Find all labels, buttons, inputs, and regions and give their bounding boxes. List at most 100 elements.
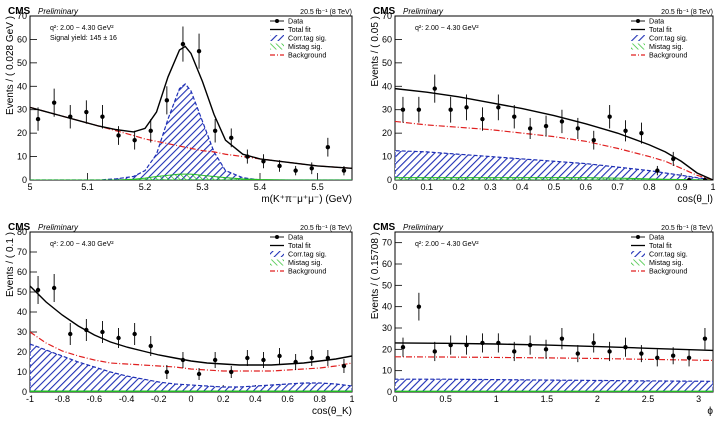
- x-tick-label: 2.5: [642, 394, 655, 404]
- legend-label: Background: [649, 51, 687, 60]
- legend-label: Data: [649, 233, 664, 242]
- signal-yield-label: Signal yield: 145 ± 16: [50, 35, 117, 42]
- y-tick-label: 30: [17, 105, 27, 115]
- y-tick-label: 0: [387, 175, 392, 185]
- data-point: [496, 105, 501, 110]
- data-point: [148, 343, 153, 349]
- x-tick-label: 1: [710, 182, 715, 192]
- legend-label: Mistag sig.: [649, 42, 683, 51]
- data-point: [84, 327, 89, 333]
- x-tick-label: 0.3: [484, 182, 497, 192]
- data-point: [293, 359, 298, 365]
- data-point: [212, 128, 218, 133]
- legend-mistag-swatch: [631, 259, 645, 266]
- x-tick-label: 0.2: [217, 394, 230, 404]
- data-point: [655, 355, 660, 361]
- y-tick-label: 10: [17, 367, 27, 377]
- corr-tag-signal-area: [395, 150, 713, 180]
- x-tick-label: 5.3: [196, 182, 209, 192]
- y-tick-label: 60: [17, 34, 27, 44]
- data-point: [164, 98, 170, 103]
- data-point: [51, 100, 57, 105]
- y-axis-label: Events / ( 0.05 ): [370, 16, 381, 87]
- y-tick-label: 30: [382, 323, 392, 333]
- legend-label: Mistag sig.: [649, 258, 683, 267]
- legend-label: Corr.tag sig.: [288, 250, 327, 259]
- x-tick-label: -0.6: [87, 394, 103, 404]
- x-tick-label: 0.4: [516, 182, 529, 192]
- data-point: [277, 163, 282, 169]
- y-tick-label: 10: [382, 366, 392, 376]
- data-point: [496, 340, 501, 346]
- data-point: [196, 371, 202, 377]
- x-tick-label: 0.1: [421, 182, 434, 192]
- legend-label: Corr.tag sig.: [649, 34, 688, 43]
- data-point: [559, 119, 565, 124]
- mistag-signal-area: [30, 173, 352, 180]
- background-curve: [30, 331, 352, 372]
- x-tick-label: 0.2: [452, 182, 465, 192]
- data-point: [591, 137, 596, 143]
- data-point: [212, 357, 218, 363]
- panel-1: CMS Preliminary 20.5 fb⁻¹ (8 TeV) q²: 2.00 …: [5, 6, 353, 205]
- legend-corr-swatch: [270, 35, 284, 41]
- x-tick-label: 0.5: [439, 394, 452, 404]
- y-tick-label: 40: [17, 307, 27, 317]
- mistag-signal-area: [395, 390, 713, 392]
- preliminary-label: Preliminary: [403, 223, 444, 232]
- corr-tag-signal-area: [395, 378, 713, 392]
- data-point: [68, 331, 73, 337]
- legend-label: Total fit: [288, 241, 311, 250]
- plot-area: [395, 292, 713, 392]
- legend-label: Corr.tag sig.: [649, 250, 688, 259]
- legend-mistag-swatch: [631, 43, 645, 50]
- y-tick-label: 60: [17, 267, 27, 277]
- background-curve: [395, 120, 713, 180]
- y-tick-label: 40: [17, 81, 27, 91]
- data-point: [670, 353, 676, 358]
- panel-2: CMS Preliminary 20.5 fb⁻¹ (8 TeV) q²: 2.00 …: [370, 6, 716, 205]
- total-fit-curve: [395, 87, 713, 180]
- data-point: [245, 154, 250, 159]
- legend-mistag-swatch: [270, 43, 284, 50]
- cms-label: CMS: [8, 6, 31, 17]
- x-tick-label: 1.5: [541, 394, 554, 404]
- x-tick-label: 1: [349, 394, 354, 404]
- data-point: [480, 340, 485, 346]
- data-point: [702, 336, 708, 341]
- x-tick-label: -0.2: [151, 394, 167, 404]
- legend-corr-swatch: [631, 251, 645, 257]
- data-point: [512, 349, 517, 354]
- data-point: [512, 114, 517, 119]
- data-point: [400, 107, 406, 112]
- data-point: [180, 357, 186, 363]
- legend-label: Background: [288, 267, 326, 276]
- data-point: [148, 128, 153, 133]
- q2-label: q²: 2.00 − 4.30 GeV²: [50, 25, 114, 32]
- data-point: [245, 355, 250, 361]
- data-point: [325, 145, 331, 150]
- x-tick-label: 0: [392, 394, 397, 404]
- cms-label: CMS: [8, 222, 31, 233]
- legend-label: Mistag sig.: [288, 42, 322, 51]
- x-tick-label: 0.9: [675, 182, 688, 192]
- data-point: [464, 105, 469, 110]
- total-fit-curve: [30, 45, 352, 169]
- data-point: [543, 347, 549, 352]
- y-tick-label: 70: [382, 11, 392, 21]
- y-tick-label: 70: [382, 238, 392, 248]
- x-tick-label: -1: [26, 394, 34, 404]
- legend-data-marker: [275, 235, 279, 239]
- legend-label: Total fit: [649, 241, 672, 250]
- x-tick-label: 2: [595, 394, 600, 404]
- x-tick-label: 0.7: [611, 182, 624, 192]
- data-point: [293, 168, 298, 173]
- data-point: [575, 351, 581, 356]
- data-point: [100, 114, 105, 119]
- data-point: [464, 342, 469, 348]
- data-point: [671, 156, 676, 162]
- y-tick-label: 40: [382, 302, 392, 312]
- data-point: [416, 304, 422, 309]
